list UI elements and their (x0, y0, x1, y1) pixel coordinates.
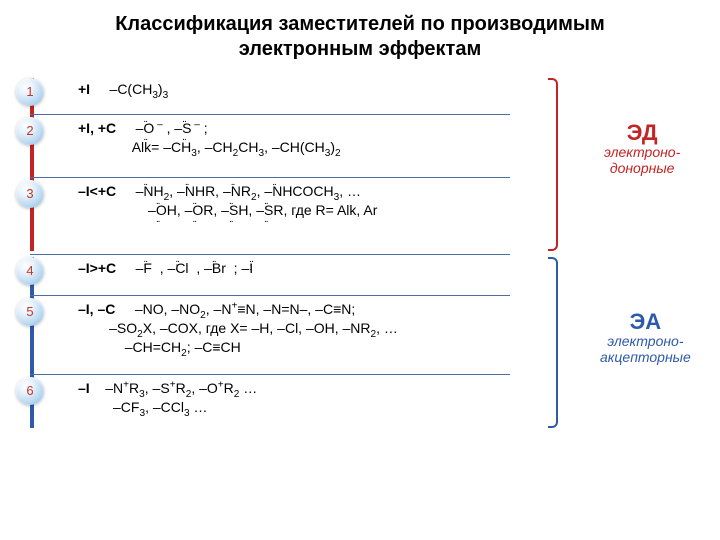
row-number: 2 (26, 122, 33, 140)
substituent-row-5: 5 –I, –C –NO, –NO2, –N+≡N, –N=N–, –C≡N; … (30, 296, 510, 375)
row-content-line2: –CF3, –CCl3 … (113, 399, 207, 415)
atom-s: S (264, 201, 273, 220)
row-number-badge: 5 (16, 298, 44, 326)
rows-container: 1 +I –С(СН3)3 2 +I, +C –O – , –S – ; Alk… (30, 76, 510, 431)
substituent-row-1: 1 +I –С(СН3)3 (30, 76, 510, 115)
substituent-row-4: 4 –I>+C –F , –Cl , –Br ; –I (30, 255, 510, 296)
atom-s: S (182, 119, 191, 138)
row-content-line2: –OH, –OR, –SH, –SR, где R= Alk, Ar (148, 202, 377, 218)
title-line-1: Классификация заместителей по производим… (115, 13, 605, 35)
ea-desc-1: электроно- (600, 334, 691, 349)
row-number-badge: 6 (16, 377, 44, 405)
label-electron-acceptor: ЭА электроно- акцепторные (600, 310, 691, 365)
atom-n: N (143, 182, 153, 201)
bracket-electron-acceptor (548, 257, 558, 428)
atom-f: F (143, 259, 152, 278)
row-content-line1: –N+R3, –S+R2, –O+R2 … (105, 380, 257, 396)
content-area: 1 +I –С(СН3)3 2 +I, +C –O – , –S – ; Alk… (0, 76, 720, 526)
effect-label: –I>+C (78, 260, 116, 276)
title-line-2: электронным эффектам (239, 38, 482, 60)
row-number-badge: 1 (16, 78, 44, 106)
row-content: –С(СН3)3 (110, 81, 169, 97)
atom-o: O (156, 201, 167, 220)
row-number: 5 (26, 303, 33, 321)
label-electron-donor: ЭД электроно- донорные (604, 121, 680, 176)
atom-i: I (249, 259, 253, 278)
row-number: 4 (26, 262, 33, 280)
substituent-row-6: 6 –I –N+R3, –S+R2, –O+R2 … –CF3, –CCl3 … (30, 375, 510, 431)
row-content: –F , –Cl , –Br ; –I (136, 260, 257, 276)
atom-n: N (272, 182, 282, 201)
row-content-line3: –CH=CH2; –C≡CH (125, 339, 241, 355)
row-content-line1: –NO, –NO2, –N+≡N, –N=N–, –C≡N; (135, 301, 355, 317)
row-number: 6 (26, 382, 33, 400)
bracket-electron-donor (548, 78, 558, 251)
row-content-line2: Alk= –CH3, –CH2CH3, –CH(CH3)2 (132, 139, 341, 155)
ed-desc-1: электроно- (604, 145, 680, 160)
effect-label: –I, –C (78, 301, 115, 317)
substituent-row-3: 3 –I<+C –NH2, –NHR, –NR2, –NHCOCH3, … –O… (30, 178, 510, 255)
page-title: Классификация заместителей по производим… (0, 0, 720, 68)
ea-abbrev: ЭА (600, 310, 691, 334)
row-content-line1: –O – , –S – ; (136, 120, 208, 136)
atom-cl: Cl (175, 259, 188, 278)
substituent-row-2: 2 +I, +C –O – , –S – ; Alk= –CH3, –CH2CH… (30, 115, 510, 178)
row-number-badge: 4 (16, 257, 44, 285)
row-number-badge: 2 (16, 117, 44, 145)
row-number: 1 (26, 83, 33, 101)
ed-abbrev: ЭД (604, 121, 680, 145)
effect-label: –I<+C (78, 183, 116, 199)
ea-desc-2: акцепторные (600, 350, 691, 365)
atom-o: O (192, 201, 203, 220)
atom-br: Br (212, 259, 226, 278)
effect-label: +I (78, 81, 90, 97)
atom-o: O (143, 119, 154, 138)
effect-label: +I, +C (78, 120, 116, 136)
row-number: 3 (26, 185, 33, 203)
effect-label: –I (78, 380, 90, 396)
atom-s: S (229, 201, 238, 220)
row-content-line2: –SO2X, –COX, где X= –H, –Cl, –OH, –NR2, … (109, 320, 398, 336)
row-number-badge: 3 (16, 180, 44, 208)
row-content-line1: –NH2, –NHR, –NR2, –NHCOCH3, … (136, 183, 361, 199)
ed-desc-2: донорные (604, 161, 680, 176)
